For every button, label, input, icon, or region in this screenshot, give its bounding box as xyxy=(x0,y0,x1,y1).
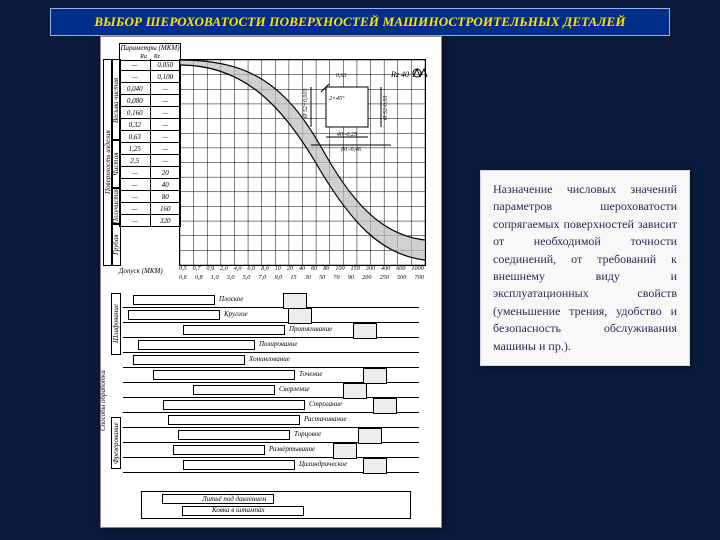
proc-side-text: Способы обработки xyxy=(99,293,107,508)
proc-row: Протягивание xyxy=(123,323,419,338)
proc-label: Торцовое xyxy=(294,430,321,438)
proc-label: Строгание xyxy=(309,400,342,408)
description-panel: Назначение числовых значений параметров … xyxy=(480,170,690,366)
proc-row: Развёртывание xyxy=(123,443,419,458)
proc-group-1: Шлифование xyxy=(111,293,121,355)
param-row: 0,080— xyxy=(120,95,180,107)
proc-row: Круглое xyxy=(123,308,419,323)
sk-right: Ø 52-0,03 xyxy=(383,96,389,121)
param-row: —40 xyxy=(120,179,180,191)
side-band-4: Грубая xyxy=(111,223,121,266)
proc-range-bar xyxy=(133,355,245,365)
param-row: 1,25— xyxy=(120,143,180,155)
title-bar: ВЫБОР ШЕРОХОВАТОСТИ ПОВЕРХНОСТЕЙ МАШИНОС… xyxy=(50,8,670,36)
proc-range-bar xyxy=(133,295,215,305)
proc-label: Круглое xyxy=(224,310,248,318)
proc-range-bar xyxy=(138,340,255,350)
proc-label: Хонингование xyxy=(249,355,290,363)
proc-icon xyxy=(288,308,312,324)
proc-range-bar xyxy=(183,325,285,335)
proc-icon xyxy=(283,293,307,309)
forming-processes: Литьё под давлением Ковка в штампах xyxy=(141,491,411,519)
proc-range-bar xyxy=(173,445,265,455)
param-row: —0,100 xyxy=(120,71,180,83)
proc-side-label: Способы обработки xyxy=(99,293,107,508)
proc-row: Плоское xyxy=(123,293,419,308)
proc-row: Цилиндрическое xyxy=(123,458,419,473)
param-row: 2,5— xyxy=(120,155,180,167)
param-row: —20 xyxy=(120,167,180,179)
param-row: —0,050 xyxy=(120,59,180,71)
sk-top: 0,63 xyxy=(336,73,347,79)
proc-label: Плоское xyxy=(219,295,243,303)
proc-label: Полирование xyxy=(259,340,298,348)
proc-range-bar xyxy=(128,310,220,320)
proc-row: Точение xyxy=(123,368,419,383)
proc-row: Торцовое xyxy=(123,428,419,443)
proc-range-bar xyxy=(163,400,305,410)
param-row: —80 xyxy=(120,191,180,203)
proc-row: Сверление xyxy=(123,383,419,398)
x-axis-ticks-bot: 0,60,81,03,05,07,09,01530507090200250500… xyxy=(179,274,424,281)
proc-row: Растачивание xyxy=(123,413,419,428)
proc-range-bar xyxy=(178,430,290,440)
proc-icon xyxy=(343,383,367,399)
dimension-sketch: 0,63 Ø 52+0,019 Ø 52-0,03 2×45° 40 -0,25… xyxy=(301,67,411,152)
proc-label: Развёртывание xyxy=(269,445,315,453)
proc-group-2: Фрезерование xyxy=(111,417,121,469)
param-row: 0,160— xyxy=(120,107,180,119)
proc-group-1-label: Шлифование xyxy=(112,294,120,354)
proc-icon xyxy=(358,428,382,444)
x-axis-ticks-top: 0,50,70,92,04,06,08,01020406080100150300… xyxy=(179,265,424,272)
slide: ВЫБОР ШЕРОХОВАТОСТИ ПОВЕРХНОСТЕЙ МАШИНОС… xyxy=(0,0,720,540)
roughness-symbol: Rz 40 xyxy=(391,67,429,79)
page-title: ВЫБОР ШЕРОХОВАТОСТИ ПОВЕРХНОСТЕЙ МАШИНОС… xyxy=(94,14,625,29)
proc-label: Сверление xyxy=(279,385,309,393)
proc-icon xyxy=(353,323,377,339)
proc-range-bar xyxy=(193,385,275,395)
rz-symbol-text: Rz 40 xyxy=(391,70,409,79)
sk-left: Ø 52+0,019 xyxy=(303,89,309,119)
proc-range-bar xyxy=(168,415,300,425)
proc-group-2-label: Фрезерование xyxy=(112,418,120,468)
proc-label: Точение xyxy=(299,370,323,378)
proc-icon xyxy=(363,458,387,474)
sk-len2: 80 -0,46 xyxy=(341,146,361,152)
proc-icon xyxy=(333,443,357,459)
params-title: Параметры (МКМ) xyxy=(120,44,179,52)
param-row: 0,63— xyxy=(120,131,180,143)
sk-chamfer: 2×45° xyxy=(329,95,345,102)
proc-label: Растачивание xyxy=(304,415,347,423)
proc-range-bar xyxy=(153,370,295,380)
sk-len1: 40 -0,25 xyxy=(337,131,357,138)
param-row: 0,32— xyxy=(120,119,180,131)
proc-row: Строгание xyxy=(123,398,419,413)
proc-range-bar xyxy=(183,460,295,470)
param-row: —320 xyxy=(120,215,180,227)
proc-icon xyxy=(363,368,387,384)
side-band-4-label: Грубая xyxy=(112,224,120,265)
proc-label: Цилиндрическое xyxy=(299,460,347,468)
proc-icon xyxy=(373,398,397,414)
proc-row: Хонингование xyxy=(123,353,419,368)
roughness-figure: Параметры (МКМ) Ra Rz Поверхность издели… xyxy=(100,36,442,528)
proc-label: Протягивание xyxy=(289,325,332,333)
param-row: —160 xyxy=(120,203,180,215)
processing-panel: Способы обработки Шлифование Фрезеровани… xyxy=(119,293,423,508)
x-axis-label: Допуск (МКМ) xyxy=(119,267,177,275)
param-rows: —0,050—0,1000,040—0,080—0,160—0,32—0,63—… xyxy=(119,59,181,227)
description-text: Назначение числовых значений параметров … xyxy=(493,181,677,355)
proc-row: Полирование xyxy=(123,338,419,353)
param-row: 0,040— xyxy=(120,83,180,95)
